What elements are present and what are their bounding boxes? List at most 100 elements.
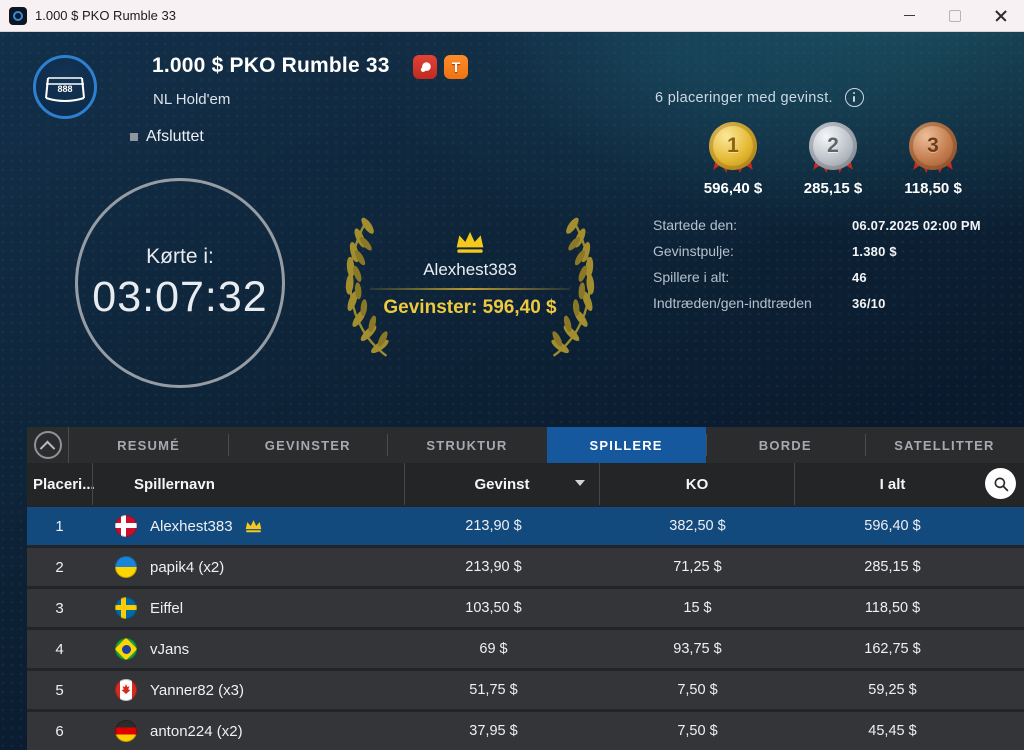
collapse-panel-button[interactable] bbox=[27, 427, 69, 463]
close-button[interactable] bbox=[978, 0, 1024, 31]
table-row[interactable]: 6 anton224 (x2) 37,95 $ 7,50 $ 45,45 $ bbox=[27, 712, 1024, 750]
flag-denmark-icon bbox=[115, 515, 137, 537]
payout-amount: 596,40 $ bbox=[703, 180, 763, 197]
player-name: vJans bbox=[150, 640, 190, 658]
detail-value: 36/10 bbox=[852, 295, 886, 311]
tournament-status: Afsluttet bbox=[130, 128, 204, 146]
duration-circle: Kørte i: 03:07:32 bbox=[75, 178, 285, 388]
payout-place-1: 1 596,40 $ bbox=[683, 112, 783, 197]
players-table-header: Placeri... Spillernavn Gevinst KO I alt bbox=[27, 463, 1024, 505]
maximize-button[interactable] bbox=[932, 0, 978, 31]
flag-brazil-icon bbox=[115, 638, 137, 660]
table-row[interactable]: 3 Eiffel 103,50 $ 15 $ 118,50 $ bbox=[27, 589, 1024, 627]
gold-medal-icon: 1 bbox=[709, 122, 757, 170]
status-square-icon bbox=[130, 133, 138, 141]
tab-spillere[interactable]: SPILLERE bbox=[546, 427, 706, 463]
cell-win: 37,95 $ bbox=[469, 723, 518, 739]
laurel-left-icon bbox=[345, 217, 389, 357]
cell-win: 51,75 $ bbox=[469, 682, 518, 698]
maximize-icon bbox=[949, 9, 961, 22]
search-icon bbox=[994, 477, 1008, 491]
cell-total: 59,25 $ bbox=[868, 682, 917, 698]
winner-prize: Gevinster: 596,40 $ bbox=[383, 297, 557, 318]
minimize-icon bbox=[903, 15, 915, 16]
payout-place-2: 2 285,15 $ bbox=[783, 112, 883, 197]
boxing-ring-icon: 888 bbox=[45, 77, 85, 102]
detail-label: Startede den: bbox=[653, 217, 738, 233]
cell-placement: 2 bbox=[55, 558, 64, 576]
header-total: I alt bbox=[879, 475, 906, 493]
detail-value: 46 bbox=[852, 269, 867, 285]
cell-total: 285,15 $ bbox=[864, 559, 921, 575]
window-title: 1.000 $ PKO Rumble 33 bbox=[35, 8, 176, 23]
detail-value: 1.380 $ bbox=[852, 243, 897, 259]
minimize-button[interactable] bbox=[886, 0, 932, 31]
silver-medal-icon: 2 bbox=[809, 122, 857, 170]
cell-ko: 71,25 $ bbox=[673, 559, 722, 575]
cell-total: 45,45 $ bbox=[868, 723, 917, 739]
player-name: Eiffel bbox=[150, 599, 184, 617]
winner-crown-icon bbox=[244, 519, 263, 533]
detail-label: Indtræden/gen-indtræden bbox=[653, 295, 812, 311]
crown-icon bbox=[456, 232, 484, 253]
winner-divider bbox=[370, 288, 570, 290]
cell-total: 118,50 $ bbox=[864, 600, 921, 616]
cell-total: 162,75 $ bbox=[864, 641, 921, 657]
cell-win: 213,90 $ bbox=[465, 559, 522, 575]
search-button[interactable] bbox=[985, 468, 1016, 499]
player-name: anton224 (x2) bbox=[150, 722, 243, 740]
winner-name: Alexhest383 bbox=[423, 260, 517, 279]
player-name: Yanner82 (x3) bbox=[150, 681, 244, 699]
cell-ko: 7,50 $ bbox=[677, 682, 718, 698]
table-row[interactable]: 1 Alexhest383 213,90 $ 382,50 $ 596,40 $ bbox=[27, 507, 1024, 545]
app-icon bbox=[9, 6, 27, 25]
close-icon bbox=[995, 10, 1007, 22]
table-row[interactable]: 2 papik4 (x2) 213,90 $ 71,25 $ 285,15 $ bbox=[27, 548, 1024, 586]
cell-placement: 4 bbox=[55, 640, 64, 658]
tab-satellitter[interactable]: SATELLITTER bbox=[864, 427, 1024, 463]
table-row[interactable]: 5 Yanner82 (x3) 51,75 $ 7,50 $ 59,25 $ bbox=[27, 671, 1024, 709]
tab-borde[interactable]: BORDE bbox=[705, 427, 865, 463]
header-win[interactable]: Gevinst bbox=[405, 463, 600, 505]
svg-text:888: 888 bbox=[57, 84, 72, 94]
tab-struktur[interactable]: STRUKTUR bbox=[387, 427, 546, 463]
flag-sweden-icon bbox=[115, 597, 137, 619]
winner-panel: Alexhest383 Gevinster: 596,40 $ bbox=[330, 212, 610, 362]
flag-ukraine-icon bbox=[115, 556, 137, 578]
payout-amount: 285,15 $ bbox=[803, 180, 863, 197]
tournament-title: 1.000 $ PKO Rumble 33 bbox=[152, 54, 390, 77]
status-label: Afsluttet bbox=[146, 128, 204, 145]
detail-label: Spillere i alt: bbox=[653, 269, 730, 285]
cell-ko: 7,50 $ bbox=[677, 723, 718, 739]
sort-caret-icon[interactable] bbox=[575, 480, 585, 486]
cell-win: 213,90 $ bbox=[465, 518, 522, 534]
tournament-type-icon: T bbox=[444, 55, 468, 79]
players-table: 1 Alexhest383 213,90 $ 382,50 $ 596,40 $… bbox=[27, 505, 1024, 750]
detail-label: Gevinstpulje: bbox=[653, 243, 734, 259]
header-win-label: Gevinst bbox=[474, 475, 530, 493]
info-icon[interactable] bbox=[844, 88, 864, 107]
cell-ko: 93,75 $ bbox=[673, 641, 722, 657]
cell-ko: 382,50 $ bbox=[669, 518, 726, 534]
laurel-right-icon bbox=[551, 217, 595, 357]
payout-amount: 118,50 $ bbox=[904, 180, 962, 197]
tab-bar: RESUMÉ GEVINSTER STRUKTUR SPILLERE BORDE… bbox=[27, 427, 1024, 463]
tab-resume[interactable]: RESUMÉ bbox=[117, 437, 180, 453]
detail-value: 06.07.2025 02:00 PM bbox=[852, 217, 981, 233]
player-name: Alexhest383 bbox=[150, 517, 233, 535]
cell-total: 596,40 $ bbox=[864, 518, 921, 534]
cell-ko: 15 $ bbox=[683, 600, 712, 616]
tournament-details: Startede den: 06.07.2025 02:00 PM Gevins… bbox=[653, 212, 981, 316]
cell-placement: 5 bbox=[55, 681, 64, 699]
cell-placement: 6 bbox=[55, 722, 64, 740]
duration-value: 03:07:32 bbox=[92, 272, 268, 321]
window-titlebar: 1.000 $ PKO Rumble 33 bbox=[0, 0, 1024, 32]
tournament-content: 888 1.000 $ PKO Rumble 33 T NL Hold'em A… bbox=[0, 32, 1024, 750]
bounty-glove-icon bbox=[413, 55, 437, 79]
header-player-name: Spillernavn bbox=[92, 463, 405, 505]
cell-win: 69 $ bbox=[479, 641, 508, 657]
table-row[interactable]: 4 vJans 69 $ 93,75 $ 162,75 $ bbox=[27, 630, 1024, 668]
tab-gevinster[interactable]: GEVINSTER bbox=[228, 427, 387, 463]
podium-payouts: 1 596,40 $ 2 285,15 $ 3 118,50 $ bbox=[683, 112, 983, 197]
